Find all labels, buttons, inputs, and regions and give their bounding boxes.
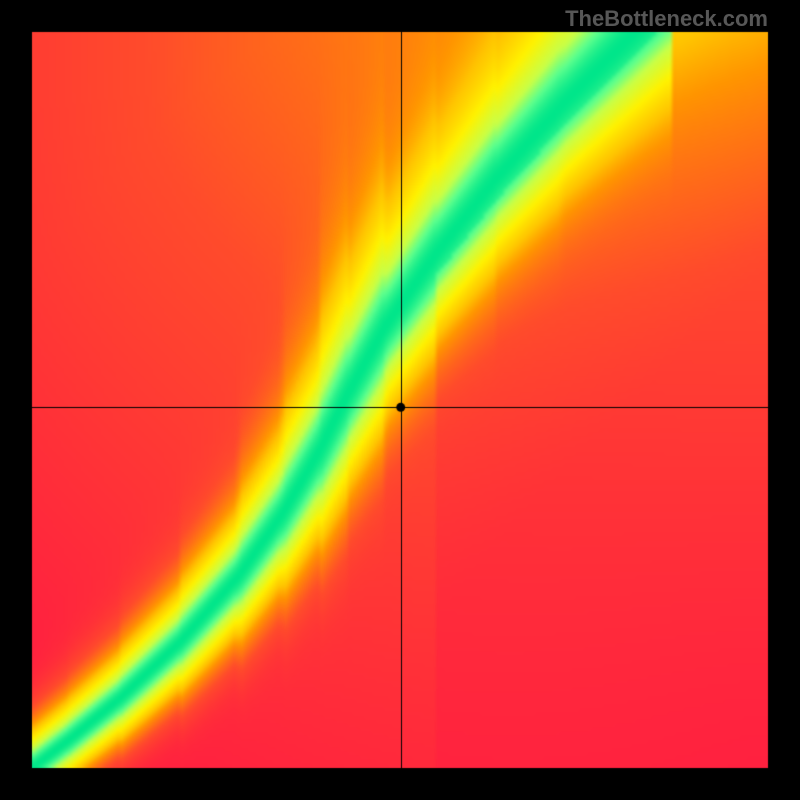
watermark-label: TheBottleneck.com xyxy=(565,6,768,32)
bottleneck-heatmap xyxy=(0,0,800,800)
chart-container: TheBottleneck.com xyxy=(0,0,800,800)
